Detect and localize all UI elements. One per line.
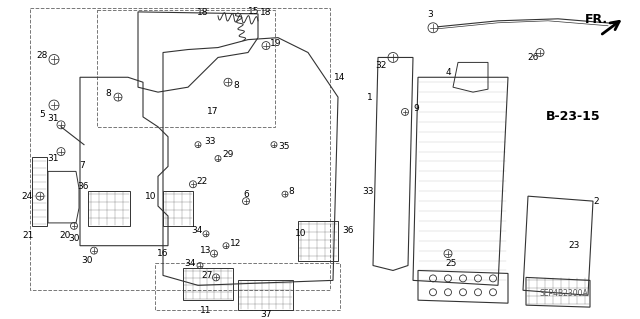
Text: 13: 13 bbox=[200, 246, 211, 255]
Text: 37: 37 bbox=[260, 309, 272, 319]
Text: 10: 10 bbox=[145, 192, 156, 201]
Text: 23: 23 bbox=[568, 241, 580, 250]
Text: 21: 21 bbox=[22, 231, 34, 240]
Text: 18: 18 bbox=[260, 8, 272, 17]
Text: 36: 36 bbox=[77, 182, 89, 191]
Text: 8: 8 bbox=[233, 81, 239, 90]
Text: 27: 27 bbox=[202, 271, 213, 280]
Text: 8: 8 bbox=[105, 89, 111, 98]
Text: 3: 3 bbox=[427, 10, 433, 19]
Text: 18: 18 bbox=[197, 8, 209, 17]
Text: 36: 36 bbox=[342, 226, 354, 235]
Text: 16: 16 bbox=[157, 249, 168, 258]
Text: 19: 19 bbox=[270, 39, 282, 48]
Text: 35: 35 bbox=[278, 142, 289, 151]
Text: 26: 26 bbox=[527, 53, 539, 62]
Text: 33: 33 bbox=[204, 137, 216, 146]
Text: 14: 14 bbox=[334, 73, 346, 82]
Text: 15: 15 bbox=[248, 7, 260, 16]
Text: 12: 12 bbox=[230, 239, 241, 248]
Text: 31: 31 bbox=[47, 154, 59, 163]
Text: 28: 28 bbox=[36, 51, 48, 60]
Text: 29: 29 bbox=[222, 150, 234, 159]
Text: 34: 34 bbox=[191, 226, 203, 235]
Text: B-23-15: B-23-15 bbox=[546, 110, 600, 123]
Text: 31: 31 bbox=[47, 115, 59, 123]
Text: 5: 5 bbox=[39, 110, 45, 119]
Text: 8: 8 bbox=[288, 187, 294, 196]
Text: 25: 25 bbox=[445, 259, 457, 268]
Text: 20: 20 bbox=[60, 231, 70, 240]
Text: 10: 10 bbox=[295, 229, 307, 238]
Text: 6: 6 bbox=[243, 190, 249, 199]
Text: 17: 17 bbox=[207, 108, 219, 116]
Text: 34: 34 bbox=[184, 259, 196, 268]
Text: FR.: FR. bbox=[585, 13, 608, 26]
Bar bbox=[97, 10, 275, 127]
Text: 1: 1 bbox=[367, 93, 373, 101]
Text: 7: 7 bbox=[79, 161, 85, 170]
Text: 2: 2 bbox=[593, 197, 599, 206]
Text: 22: 22 bbox=[196, 177, 207, 186]
Text: 32: 32 bbox=[375, 61, 387, 70]
Text: SEP4B2300A: SEP4B2300A bbox=[540, 289, 588, 298]
Text: 11: 11 bbox=[200, 306, 212, 315]
Text: 30: 30 bbox=[81, 256, 93, 265]
Text: 4: 4 bbox=[445, 68, 451, 77]
Text: 9: 9 bbox=[413, 105, 419, 114]
Bar bbox=[30, 8, 330, 290]
Text: 30: 30 bbox=[68, 234, 80, 243]
Text: 24: 24 bbox=[21, 192, 33, 201]
Bar bbox=[155, 263, 340, 310]
Text: 33: 33 bbox=[362, 187, 374, 196]
